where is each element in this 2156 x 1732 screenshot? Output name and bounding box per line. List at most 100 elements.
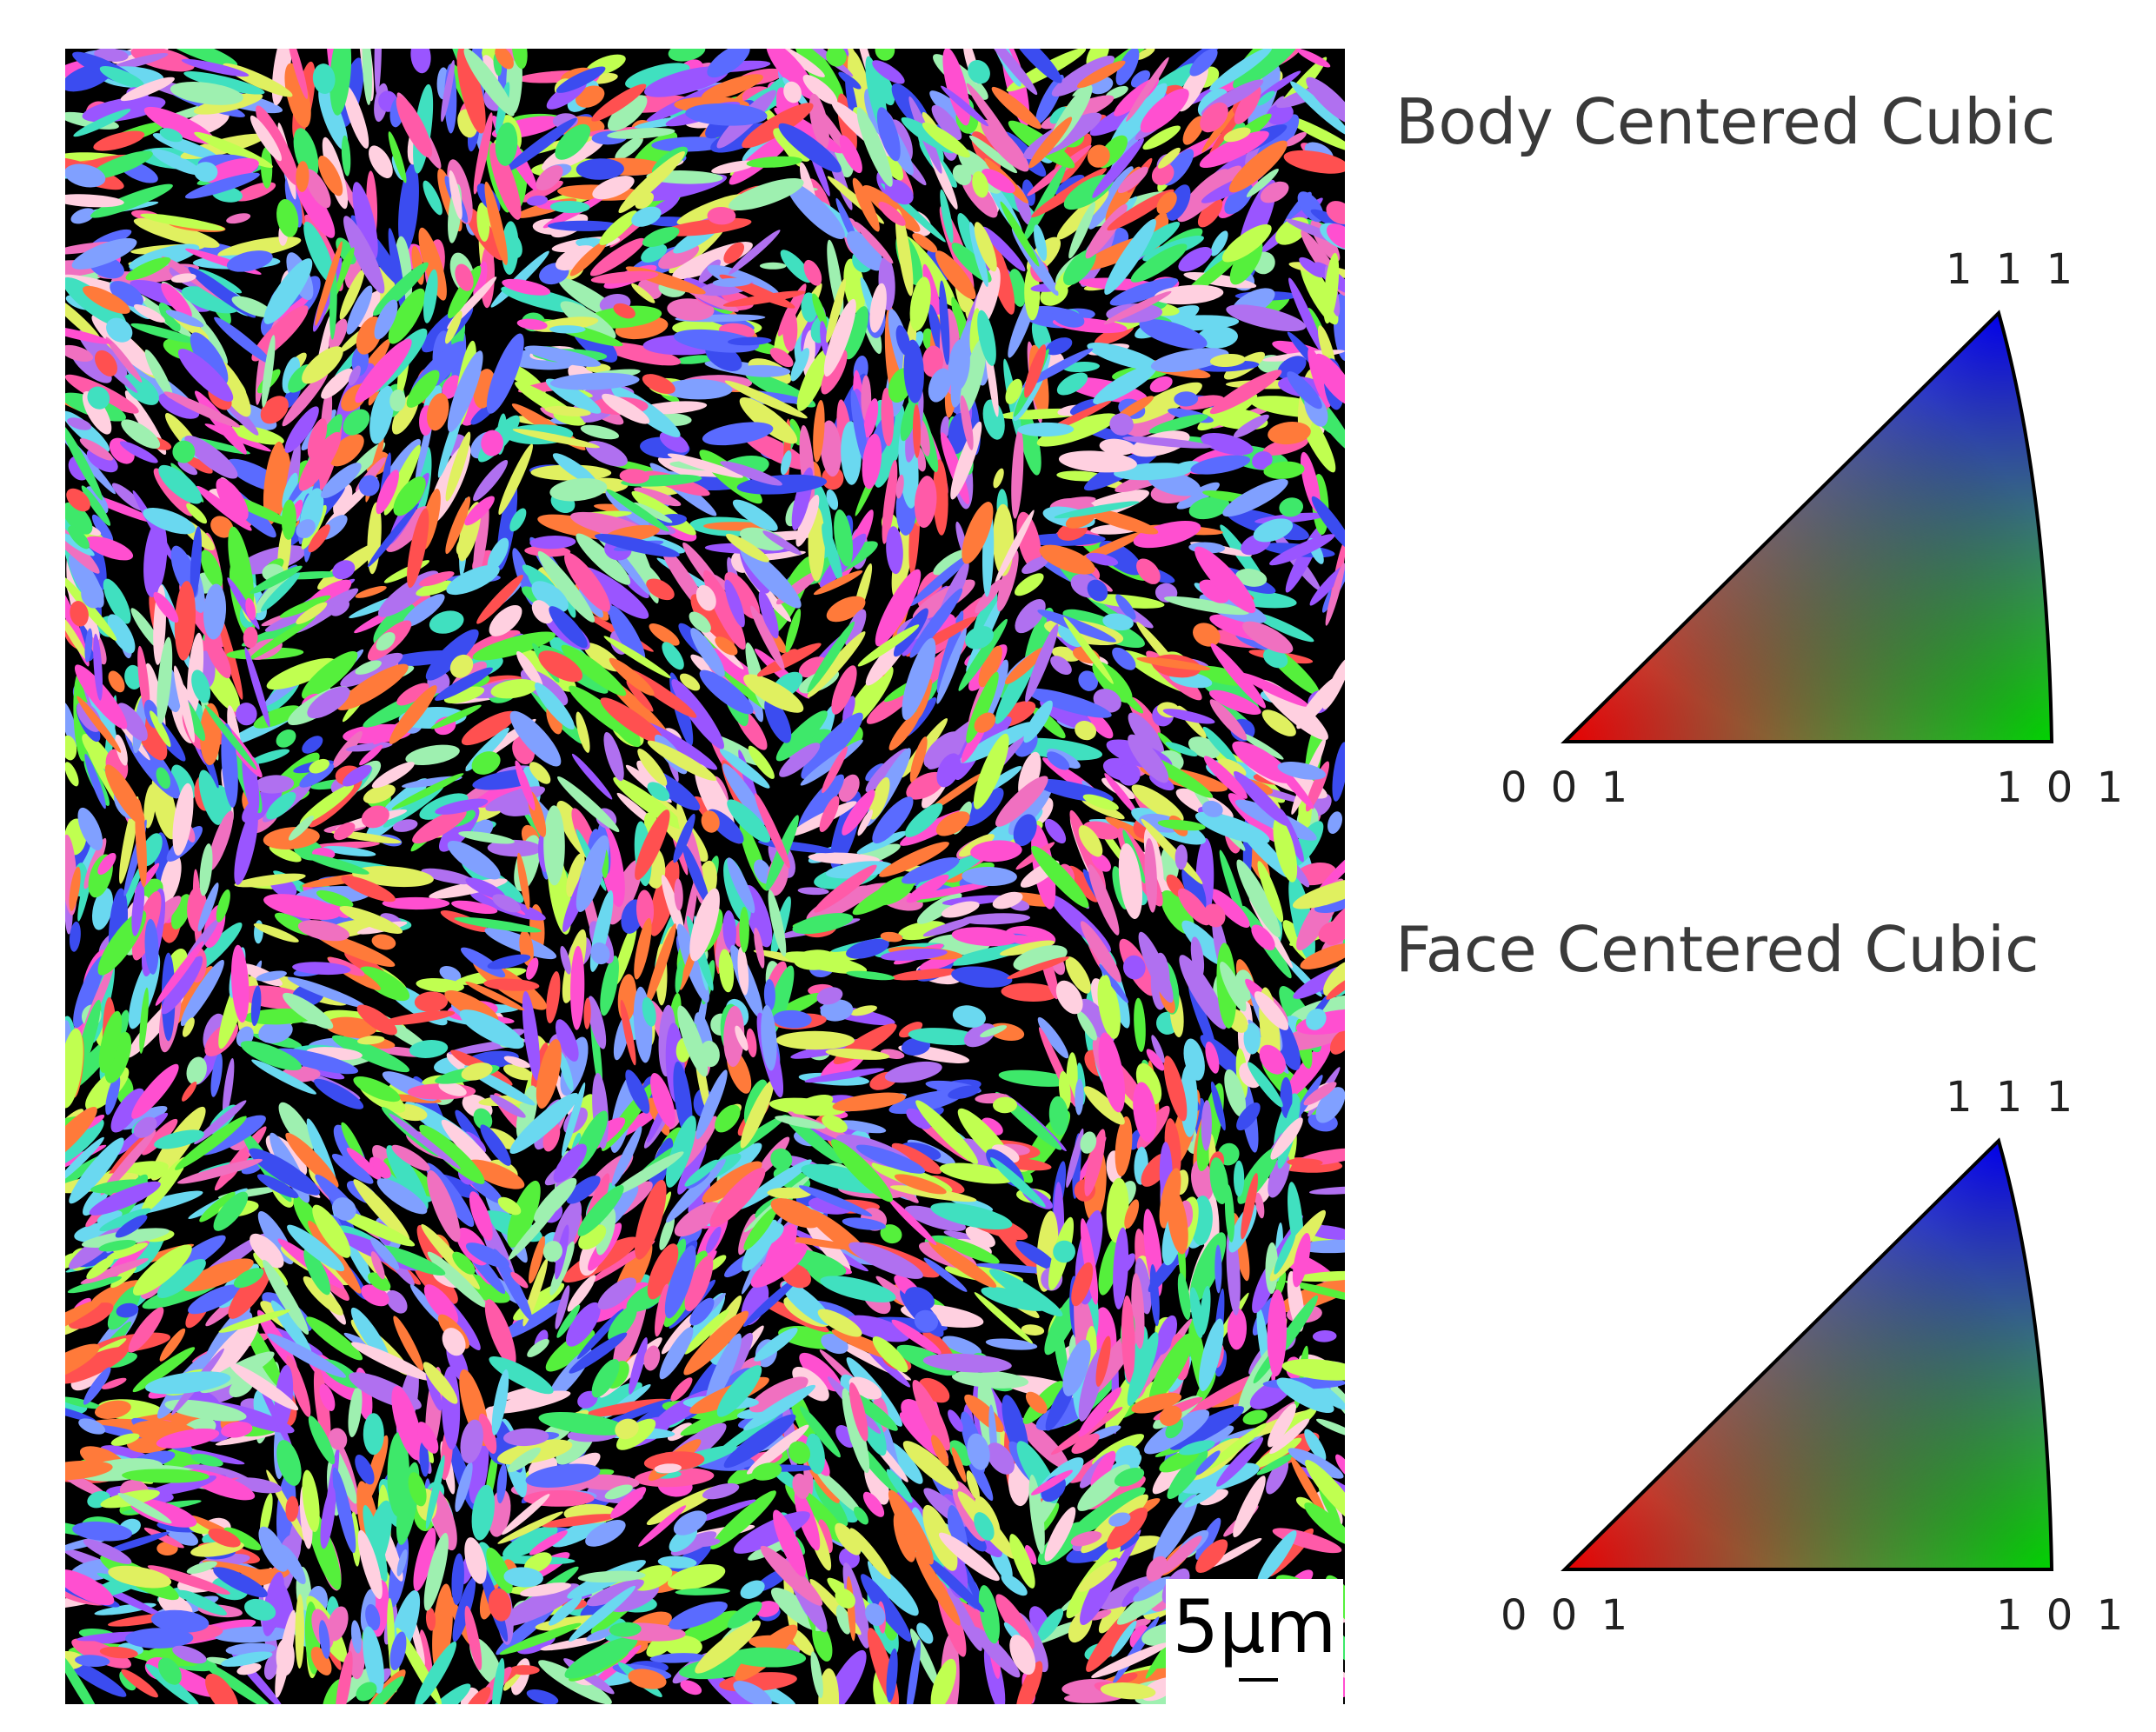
grain [1310, 209, 1345, 242]
grain [1280, 1076, 1293, 1119]
grain [190, 1453, 223, 1467]
grain [99, 1646, 138, 1659]
grain [1325, 563, 1345, 626]
grain [93, 633, 103, 701]
grain [65, 1136, 104, 1182]
grain [305, 1316, 363, 1361]
grain [1284, 131, 1307, 147]
grain [1226, 304, 1307, 332]
grain [1153, 1494, 1198, 1565]
grain [343, 409, 370, 436]
grain [368, 1675, 404, 1704]
grain [425, 1607, 436, 1631]
grain [635, 809, 670, 881]
grain [591, 1359, 620, 1398]
grain [631, 283, 655, 303]
grain [893, 1511, 916, 1562]
grain [132, 1244, 192, 1296]
grain [86, 1256, 115, 1280]
grain [216, 478, 249, 521]
grain [1222, 478, 1288, 517]
grain [850, 389, 868, 465]
grain [200, 321, 228, 365]
grain [134, 303, 165, 323]
grain [641, 243, 668, 263]
grain [95, 350, 117, 376]
grain [204, 633, 231, 679]
grain [356, 1004, 397, 1036]
grain [1011, 428, 1024, 519]
grain [81, 1228, 170, 1249]
grain [816, 987, 843, 1005]
grain [866, 1347, 911, 1388]
grain [1155, 1315, 1177, 1356]
grain [523, 1552, 552, 1574]
grain [1115, 1445, 1141, 1468]
grain [1140, 88, 1189, 133]
grain [223, 1058, 235, 1117]
grain [1285, 1041, 1332, 1099]
grain [646, 578, 675, 601]
grain [531, 600, 554, 624]
grain [667, 1422, 693, 1442]
grain [746, 156, 802, 168]
grain [430, 704, 482, 729]
grain [462, 1687, 491, 1704]
grain [1239, 672, 1309, 707]
grain [793, 949, 838, 970]
grain [849, 1528, 891, 1580]
grain [308, 524, 330, 553]
grain [203, 583, 227, 640]
grain [429, 610, 464, 634]
grain [978, 1585, 1000, 1644]
grain [1056, 372, 1088, 396]
grain [288, 816, 315, 841]
grain [253, 923, 299, 943]
grain [275, 1609, 296, 1698]
grain [197, 269, 243, 294]
grain [507, 1447, 542, 1473]
grain [159, 855, 182, 904]
grain [900, 395, 919, 442]
grain [667, 453, 743, 478]
grain [1149, 376, 1173, 393]
grain [1228, 140, 1288, 193]
grain [1323, 961, 1345, 996]
grain [343, 216, 385, 294]
grain [352, 182, 378, 260]
grain [607, 128, 675, 139]
grain [350, 1307, 390, 1363]
grain [376, 1178, 428, 1215]
grain [449, 170, 462, 220]
grain [332, 1197, 356, 1221]
grain [282, 472, 298, 510]
grain [65, 1028, 83, 1109]
grain [309, 758, 330, 774]
corner-label: 1 0 1 [1996, 763, 2128, 812]
grain [667, 1563, 726, 1590]
grain [77, 807, 103, 851]
grain [297, 920, 349, 942]
grain [471, 751, 501, 775]
grain [143, 1527, 184, 1549]
grain [83, 1539, 132, 1564]
grain [124, 664, 143, 689]
grain [355, 660, 382, 675]
grain [465, 981, 525, 1011]
grain [524, 345, 602, 367]
grain [1267, 103, 1294, 125]
grain [1300, 943, 1345, 969]
grain [818, 1519, 833, 1554]
grain [263, 894, 341, 920]
grain [250, 985, 262, 1027]
grain [312, 1204, 351, 1258]
grain [822, 746, 848, 794]
grain [564, 552, 610, 612]
grain [975, 1262, 1056, 1274]
grain [909, 736, 928, 783]
grain [642, 227, 680, 247]
grain [674, 1202, 721, 1237]
grain [998, 1069, 1071, 1087]
grain [461, 710, 516, 746]
grain [1151, 1035, 1165, 1063]
